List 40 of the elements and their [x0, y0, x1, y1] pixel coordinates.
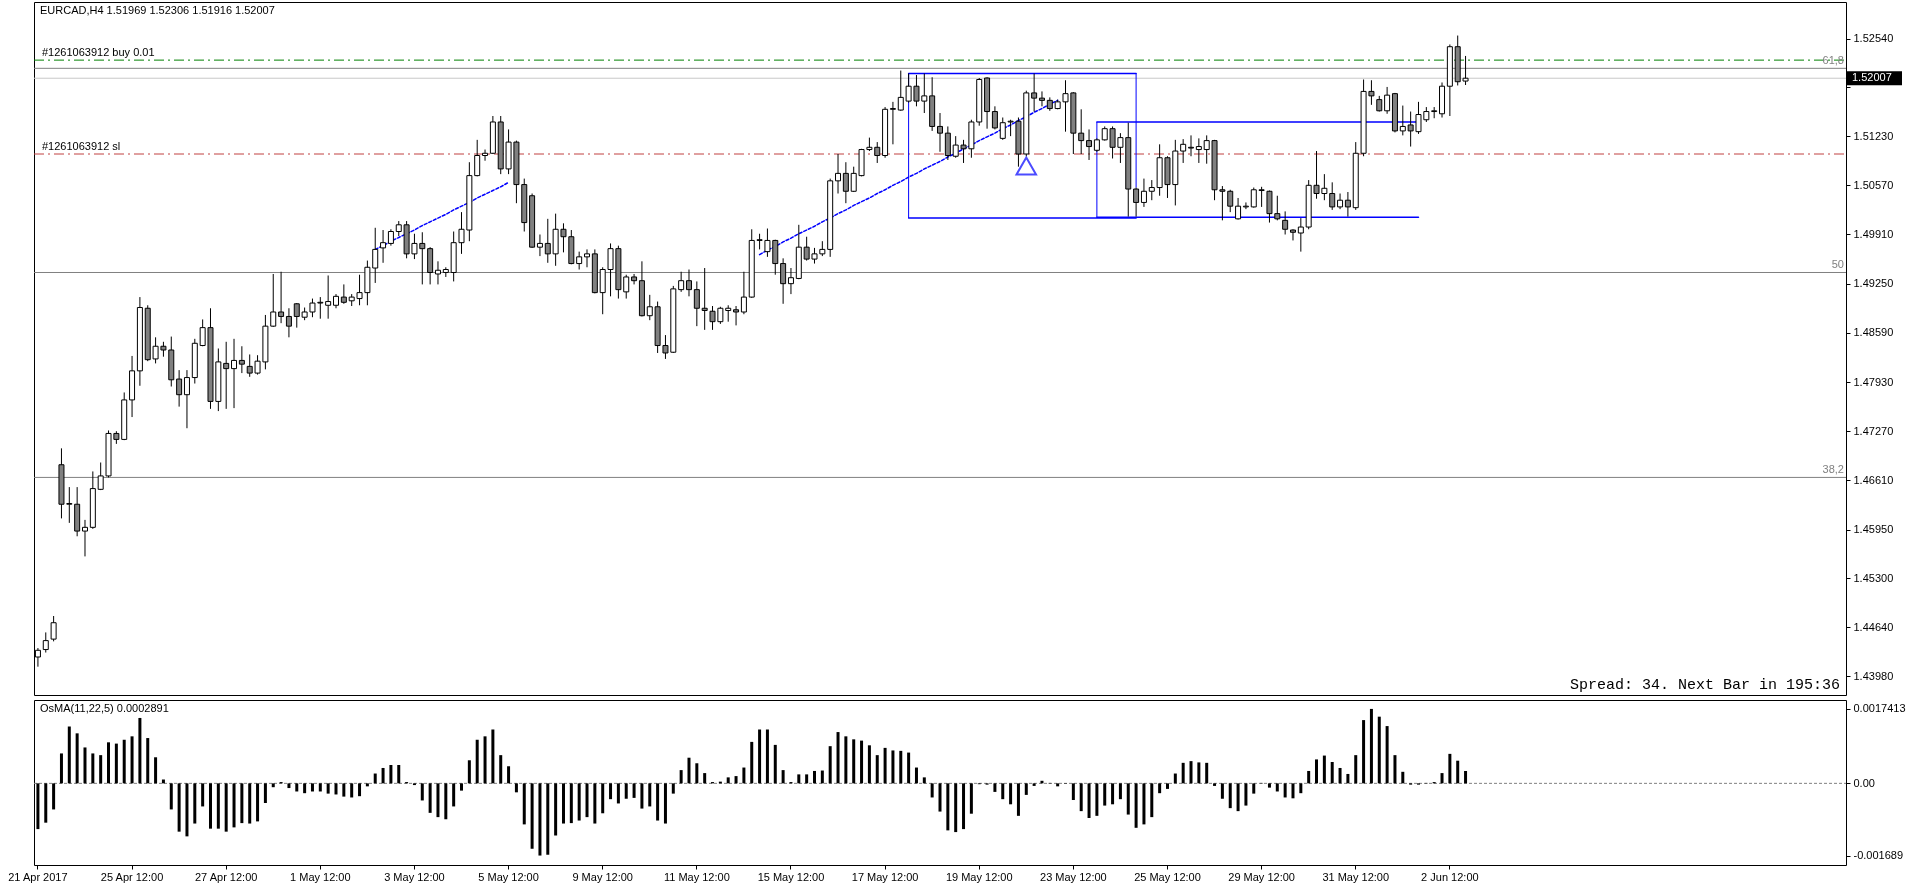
x-tick-label: 19 May 12:00: [945, 870, 1013, 883]
x-tick-label: 9 May 12:00: [572, 870, 633, 883]
y-tick-label: 1.52540: [1853, 32, 1894, 45]
y-tick-label: 1.44640: [1853, 620, 1894, 633]
y-tick-label: 0.0017413: [1853, 702, 1906, 715]
y-tick-label: 0.00: [1853, 776, 1875, 789]
y-tick-label: 1.47270: [1853, 424, 1894, 437]
x-tick-label: 15 May 12:00: [757, 870, 825, 883]
annotation: 38,2: [1822, 463, 1844, 476]
x-tick-label: 25 May 12:00: [1134, 870, 1201, 883]
annotation: 50: [1831, 258, 1844, 271]
x-tick-label: 21 Apr 2017: [8, 870, 68, 883]
y-tick-label: 1.46610: [1853, 473, 1894, 486]
y-tick-label: 1.50570: [1853, 178, 1894, 191]
x-tick-label: 2 Jun 12:00: [1421, 870, 1479, 883]
y-tick-label: -0.001689: [1853, 849, 1904, 862]
annotation: Spread: 34. Next Bar in 195:36: [1569, 677, 1840, 694]
x-tick-label: 25 Apr 12:00: [100, 870, 164, 883]
x-tick-label: 23 May 12:00: [1040, 870, 1107, 883]
y-tick-label: 1.49250: [1853, 277, 1894, 290]
y-tick-label: 1.45300: [1853, 571, 1894, 584]
y-tick-label: 1.43980: [1853, 669, 1894, 682]
y-tick-label: 1.47930: [1853, 375, 1894, 388]
chart-title: EURCAD,H4 1.51969 1.52306 1.51916 1.52007: [40, 4, 275, 16]
x-tick-label: 29 May 12:00: [1228, 870, 1295, 883]
y-tick-label: 1.48590: [1853, 326, 1894, 339]
x-tick-label: 5 May 12:00: [478, 870, 539, 883]
x-tick-label: 27 Apr 12:00: [194, 870, 258, 883]
ref-line-label: #1261063912 buy 0.01: [42, 46, 155, 59]
ref-line-label: #1261063912 sl: [42, 140, 121, 153]
y-tick-label: 1.49910: [1853, 227, 1894, 240]
x-tick-label: 3 May 12:00: [384, 870, 445, 883]
ref-line-label: 1.52007: [1852, 71, 1892, 84]
chart-title: OsMA(11,22,5) 0.0002891: [40, 702, 169, 714]
y-tick-label: 1.45950: [1853, 523, 1894, 536]
x-tick-label: 17 May 12:00: [851, 870, 919, 883]
x-tick-label: 1 May 12:00: [290, 870, 351, 883]
x-tick-label: 11 May 12:00: [663, 870, 730, 883]
y-tick-label: 1.51230: [1853, 129, 1894, 142]
x-tick-label: 31 May 12:00: [1322, 870, 1390, 883]
